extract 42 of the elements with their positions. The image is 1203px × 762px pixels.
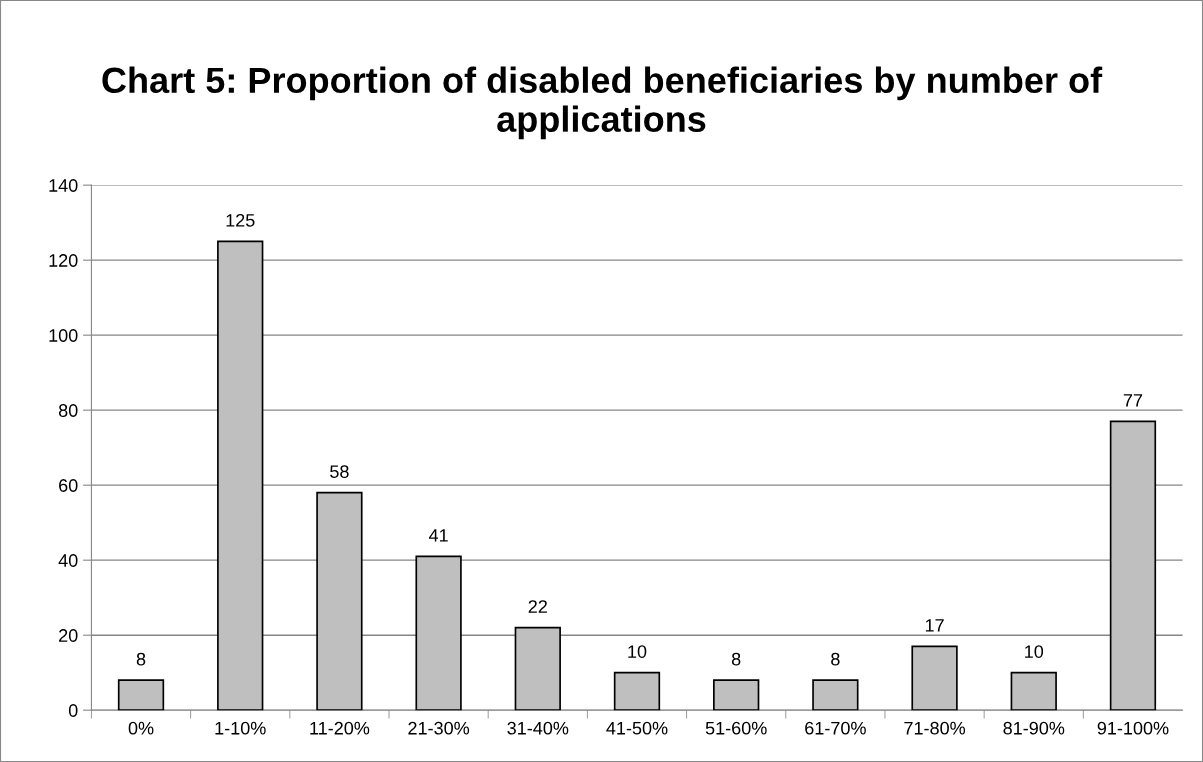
chart-title: Chart 5: Proportion of disabled beneficiaries by number of applications xyxy=(102,66,1103,140)
bar xyxy=(1010,671,1057,711)
y-tick-label: 120 xyxy=(49,254,78,267)
data-label: 58 xyxy=(330,465,349,478)
data-label: 77 xyxy=(1123,394,1143,407)
x-tick-label: 21-30% xyxy=(408,721,470,735)
x-tick-label: 91-100% xyxy=(1097,721,1169,735)
y-tick-label: 140 xyxy=(49,179,78,192)
y-tick-label: 100 xyxy=(49,329,78,342)
data-label: 8 xyxy=(831,652,840,666)
x-tick-label: 41-50% xyxy=(606,721,668,735)
x-tick-label: 71-80% xyxy=(904,721,966,735)
data-label: 8 xyxy=(136,652,146,666)
x-tick-label: 0% xyxy=(128,721,154,735)
bar xyxy=(415,555,462,711)
x-tick-label: 61-70% xyxy=(805,721,866,735)
x-tick-label: 11-20% xyxy=(310,721,370,735)
y-tick-label: 0 xyxy=(68,704,78,717)
data-label: 8 xyxy=(731,652,741,666)
bar xyxy=(117,679,165,711)
data-label: 17 xyxy=(925,619,944,632)
bar xyxy=(613,671,661,711)
x-tick-label: 51-60% xyxy=(705,721,767,735)
x-tick-label: 1-10% xyxy=(215,721,266,735)
bar xyxy=(713,679,760,711)
data-label: 125 xyxy=(226,213,255,227)
bar xyxy=(812,679,859,711)
y-tick-label: 60 xyxy=(59,479,78,492)
x-tick-label: 81-90% xyxy=(1003,721,1065,735)
data-label: 10 xyxy=(628,645,647,658)
y-tick-label: 80 xyxy=(58,404,78,417)
data-label: 10 xyxy=(1025,645,1044,658)
bar xyxy=(911,645,958,711)
bar xyxy=(316,491,363,711)
bar xyxy=(217,240,264,711)
y-tick-label: 20 xyxy=(59,629,78,642)
data-label: 22 xyxy=(528,600,547,613)
x-tick-label: 31-40% xyxy=(507,721,569,735)
data-label: 41 xyxy=(428,529,448,542)
bar xyxy=(1109,420,1157,711)
y-tick-label: 40 xyxy=(58,554,78,567)
bar xyxy=(514,626,561,711)
